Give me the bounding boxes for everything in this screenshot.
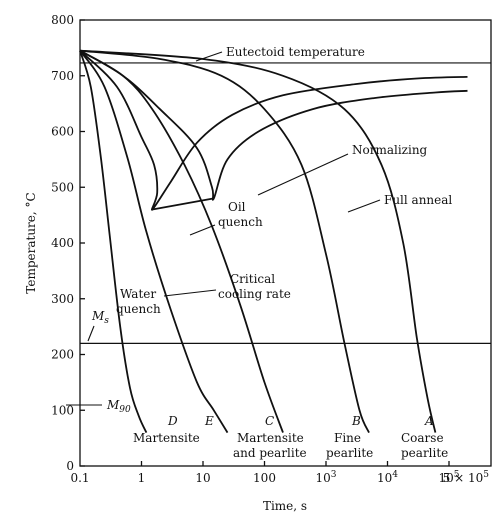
- cooling-curve-normalizing: [79, 49, 370, 433]
- y-tick-label-100: 100: [51, 403, 74, 417]
- y-tick-label-300: 300: [51, 292, 74, 306]
- full-anneal-arrow: [347, 199, 381, 213]
- curve-end-label-a: A: [424, 414, 434, 428]
- oil-quench-label: quench: [218, 215, 263, 229]
- water-label: Water: [120, 287, 156, 301]
- normalizing-label: Normalizing: [352, 143, 428, 157]
- cooling-curve-critical-cooling-rate: [79, 50, 229, 434]
- x-tick-label-2: 10: [195, 471, 210, 485]
- curve-end-label-c: C: [265, 414, 274, 428]
- eutectoid-label: Eutectoid temperature: [226, 45, 365, 59]
- critical-arrow: [163, 289, 217, 297]
- curve-end-label-e: E: [204, 414, 214, 428]
- transformation-curve-start: [79, 50, 468, 211]
- transformation-curve-finish: [79, 49, 468, 201]
- m90-label: M90: [106, 398, 131, 415]
- y-tick-label-400: 400: [51, 236, 74, 250]
- x-tick-label-1: 1: [138, 471, 146, 485]
- fine-label: Fine: [334, 431, 361, 445]
- fine-pearlite-label: pearlite: [326, 446, 373, 460]
- x-tick-label-0: 0.1: [70, 471, 89, 485]
- x-tick-label-6: 105: [438, 470, 459, 485]
- y-tick-label-800: 800: [51, 13, 74, 27]
- full-anneal-label: Full anneal: [384, 193, 452, 207]
- cooling-curve-oil-quench: [79, 49, 284, 433]
- transformation-boundary-segment: [152, 197, 214, 211]
- curve-end-label-d: D: [167, 414, 178, 428]
- cooling-curve-water-quench: [79, 50, 148, 433]
- water-quench-label: quench: [116, 302, 161, 316]
- coarse-pearlite-label: pearlite: [401, 446, 448, 460]
- y-tick-label-500: 500: [51, 180, 74, 194]
- martensite-pearlite-label-1: Martensite: [237, 431, 304, 445]
- curves: [79, 49, 468, 434]
- critical-label: Critical: [230, 272, 275, 286]
- oil-quench-arrow: [189, 224, 216, 236]
- oil-label: Oil: [228, 200, 246, 214]
- x-tick-label-5: 104: [377, 470, 398, 485]
- y-tick-label-600: 600: [51, 125, 74, 139]
- y-tick-label-200: 200: [51, 348, 74, 362]
- martensite-pearlite-label-2: and pearlite: [233, 446, 307, 460]
- x-axis-title: Time, s: [263, 499, 307, 513]
- cooling-curve-full-anneal: [79, 49, 437, 433]
- x-tick-label-4: 103: [315, 470, 336, 485]
- ms-label: Ms: [91, 309, 109, 326]
- cooling-rate-label: cooling rate: [218, 287, 291, 301]
- x-tick-label-7: 5 × 105: [443, 470, 490, 485]
- coarse-label: Coarse: [401, 431, 444, 445]
- martensite-label: Martensite: [133, 431, 200, 445]
- x-tick-label-3: 100: [253, 471, 276, 485]
- curve-end-label-b: B: [351, 414, 361, 428]
- y-axis-title: Temperature, °C: [24, 192, 38, 293]
- plot-frame: [79, 19, 492, 467]
- y-tick-label-0: 0: [66, 459, 74, 473]
- reference-lines: [80, 62, 491, 344]
- axis-ticks: 0 100 200 300 400 500 600 700 800 0.1 1 10 100 103 104…: [51, 13, 489, 485]
- eutectoid-arrow: [195, 51, 223, 62]
- y-tick-label-700: 700: [51, 69, 74, 83]
- ms-arrow: [87, 325, 95, 342]
- normalizing-arrow: [257, 153, 349, 196]
